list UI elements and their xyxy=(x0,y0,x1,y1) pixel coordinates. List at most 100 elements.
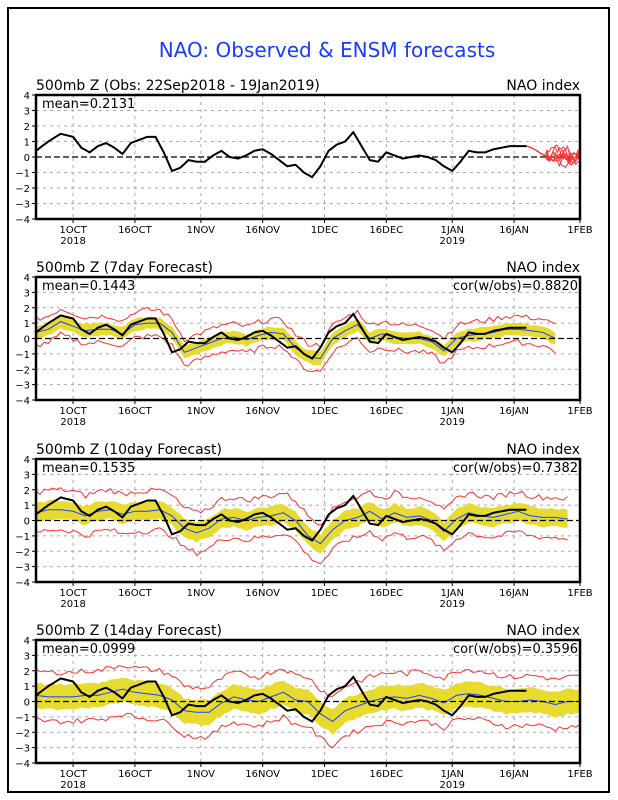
y-tick-label: 0 xyxy=(24,698,30,709)
figure-border xyxy=(7,7,610,793)
x-tick-year-label: 2018 xyxy=(60,599,85,610)
y-tick-label: −2 xyxy=(15,184,30,195)
y-tick-label: −3 xyxy=(15,381,30,392)
x-tick-label: 1OCT xyxy=(59,406,87,417)
x-tick-label: 16JAN xyxy=(499,406,529,417)
x-tick-label: 1DEC xyxy=(311,769,338,780)
panel-14day: 500mb Z (14day Forecast) NAO index mean=… xyxy=(36,623,580,657)
correlation-label: cor(w/obs)=0.8820 xyxy=(453,279,578,294)
y-tick-label: 1 xyxy=(24,138,30,149)
x-tick-label: 1DEC xyxy=(311,588,338,599)
ensemble-min-line xyxy=(35,331,556,373)
x-tick-label: 16OCT xyxy=(118,406,153,417)
x-tick-label: 16DEC xyxy=(369,406,403,417)
correlation-label: cor(w/obs)=0.3596 xyxy=(453,642,578,657)
panel-7day: 500mb Z (7day Forecast) NAO index mean=0… xyxy=(36,260,580,294)
y-tick-label: 3 xyxy=(24,470,30,481)
y-tick-label: 4 xyxy=(24,636,30,647)
observed-nao-line xyxy=(35,130,527,179)
y-tick-label: −4 xyxy=(15,215,30,226)
x-tick-year-label: 2019 xyxy=(440,780,465,791)
observed-nao-line xyxy=(35,675,527,723)
y-tick-label: −3 xyxy=(15,563,30,574)
observed-nao-line xyxy=(35,312,527,360)
x-tick-label: 1JAN xyxy=(441,588,464,599)
x-tick-label: 16OCT xyxy=(118,769,153,780)
panel-title: 500mb Z (Obs: 22Sep2018 - 19Jan2019) xyxy=(36,78,320,94)
x-tick-label: 16NOV xyxy=(245,406,280,417)
y-tick-label: 2 xyxy=(24,486,30,497)
x-tick-label: 16JAN xyxy=(499,225,529,236)
x-tick-label: 1OCT xyxy=(59,225,87,236)
ensemble-spread-band xyxy=(36,677,580,735)
x-tick-label: 1OCT xyxy=(59,769,87,780)
y-tick-label: 3 xyxy=(24,288,30,299)
x-tick-label: 1FEB xyxy=(567,769,592,780)
panel-title: 500mb Z (7day Forecast) xyxy=(36,260,213,276)
ensemble-max-line xyxy=(35,487,568,526)
mean-label: mean=0.2131 xyxy=(42,97,135,112)
y-tick-label: 0 xyxy=(24,517,30,528)
correlation-label: cor(w/obs)=0.7382 xyxy=(453,461,578,476)
x-tick-label: 16DEC xyxy=(369,769,403,780)
x-tick-label: 16OCT xyxy=(118,225,153,236)
y-tick-label: −4 xyxy=(15,759,30,770)
mean-label: mean=0.1535 xyxy=(42,461,135,476)
y-tick-label: −2 xyxy=(15,365,30,376)
x-tick-year-label: 2018 xyxy=(60,236,85,247)
y-tick-label: −1 xyxy=(15,532,30,543)
ensemble-min-line xyxy=(35,527,568,565)
y-tick-label: 0 xyxy=(24,335,30,346)
x-tick-label: 1NOV xyxy=(187,769,216,780)
x-tick-label: 1FEB xyxy=(567,588,592,599)
x-tick-label: 1OCT xyxy=(59,588,87,599)
y-tick-label: 1 xyxy=(24,682,30,693)
panel-right-label: NAO index xyxy=(506,623,580,639)
x-tick-label: 1DEC xyxy=(311,406,338,417)
x-tick-label: 16DEC xyxy=(369,588,403,599)
x-tick-label: 1NOV xyxy=(187,406,216,417)
ensemble-spread-band xyxy=(36,499,568,554)
y-tick-label: −3 xyxy=(15,744,30,755)
x-tick-year-label: 2019 xyxy=(440,236,465,247)
y-tick-label: 3 xyxy=(24,107,30,118)
x-tick-label: 1NOV xyxy=(187,588,216,599)
x-tick-label: 1JAN xyxy=(441,769,464,780)
x-tick-label: 16NOV xyxy=(245,225,280,236)
y-tick-label: 4 xyxy=(24,455,30,466)
y-tick-label: 1 xyxy=(24,501,30,512)
y-tick-label: 1 xyxy=(24,319,30,330)
y-tick-label: 2 xyxy=(24,304,30,315)
y-tick-label: 3 xyxy=(24,651,30,662)
x-tick-label: 1FEB xyxy=(567,225,592,236)
y-tick-label: −2 xyxy=(15,547,30,558)
x-tick-year-label: 2018 xyxy=(60,417,85,428)
observed-nao-line xyxy=(35,494,527,542)
panel-right-label: NAO index xyxy=(506,260,580,276)
y-tick-label: 2 xyxy=(24,122,30,133)
mean-label: mean=0.1443 xyxy=(42,279,135,294)
y-tick-label: 4 xyxy=(24,91,30,102)
y-tick-label: 4 xyxy=(24,273,30,284)
x-tick-label: 16JAN xyxy=(499,588,529,599)
y-tick-label: −2 xyxy=(15,728,30,739)
ensemble-max-line xyxy=(35,307,556,349)
y-tick-label: 0 xyxy=(24,153,30,164)
y-tick-label: −1 xyxy=(15,713,30,724)
figure-title: NAO: Observed & ENSM forecasts xyxy=(159,38,496,62)
x-tick-year-label: 2019 xyxy=(440,599,465,610)
y-tick-label: −1 xyxy=(15,169,30,180)
y-tick-label: −4 xyxy=(15,396,30,407)
panel-title: 500mb Z (10day Forecast) xyxy=(36,442,222,458)
x-tick-year-label: 2018 xyxy=(60,780,85,791)
y-tick-label: −4 xyxy=(15,578,30,589)
y-tick-label: 2 xyxy=(24,667,30,678)
x-tick-label: 1DEC xyxy=(311,225,338,236)
x-tick-label: 1FEB xyxy=(567,406,592,417)
panel-right-label: NAO index xyxy=(506,442,580,458)
panel-title: 500mb Z (14day Forecast) xyxy=(36,623,222,639)
panel-10day: 500mb Z (10day Forecast) NAO index mean=… xyxy=(36,442,580,476)
